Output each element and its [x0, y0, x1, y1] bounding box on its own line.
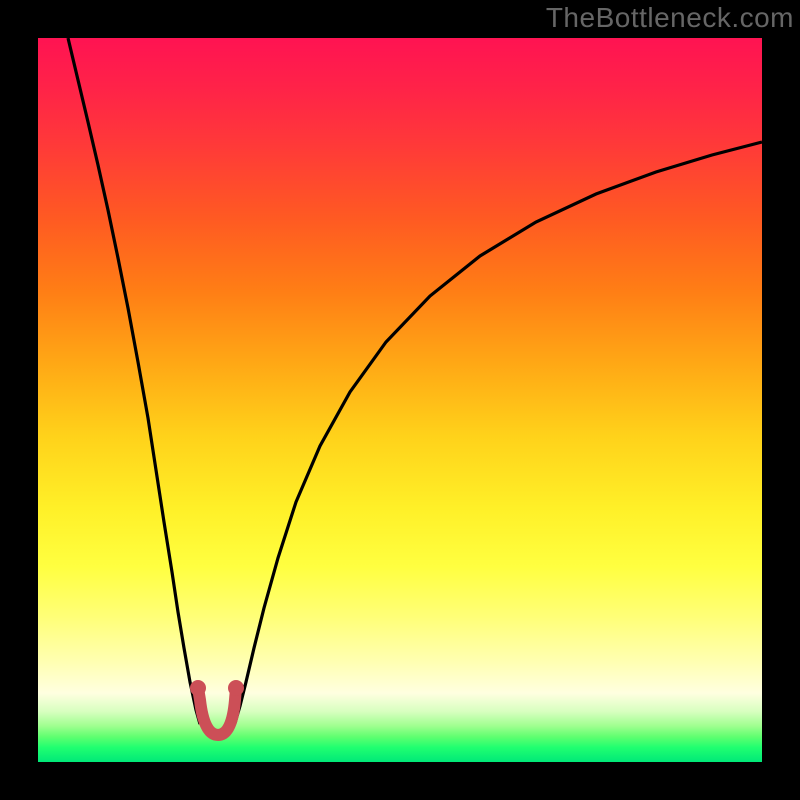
watermark-text: TheBottleneck.com: [540, 0, 800, 36]
gradient-background: [38, 38, 762, 762]
bottleneck-chart: [0, 0, 800, 800]
chart-container: TheBottleneck.com: [0, 0, 800, 800]
valley-dot: [190, 680, 206, 696]
valley-dot: [228, 680, 244, 696]
